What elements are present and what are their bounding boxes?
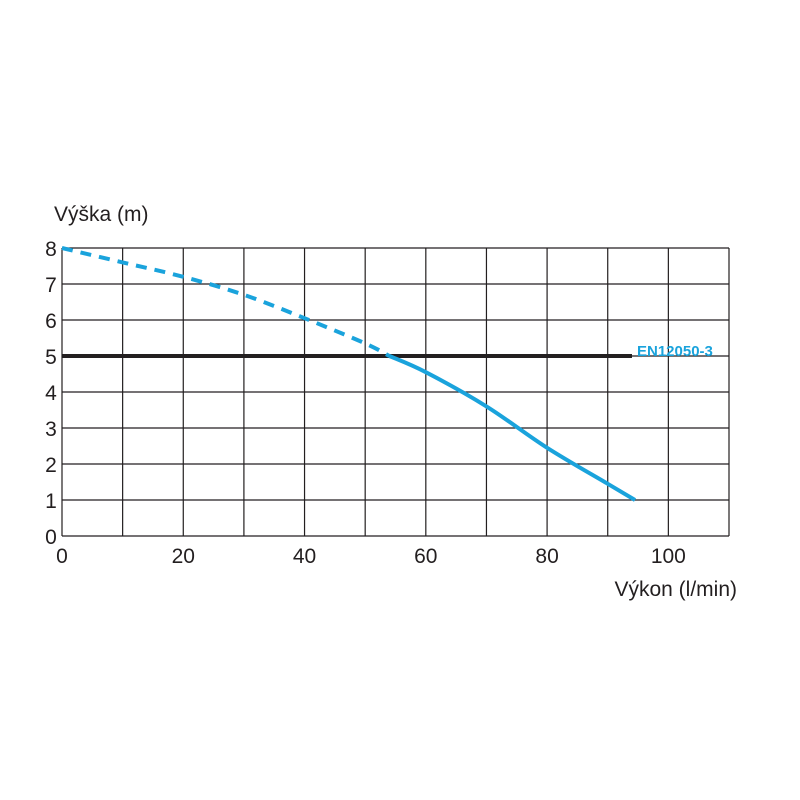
- x-tick-label: 100: [651, 545, 686, 568]
- y-tick-label: 8: [45, 238, 57, 261]
- y-tick-label: 3: [45, 418, 57, 441]
- y-tick-label: 4: [45, 382, 57, 405]
- x-axis-title: Výkon (l/min): [614, 578, 737, 601]
- x-tick-label: 20: [172, 545, 195, 568]
- x-tick-label: 40: [293, 545, 316, 568]
- reference-line-label: EN12050-3: [637, 343, 713, 360]
- grid: [61, 247, 730, 537]
- x-tick-label: 60: [414, 545, 437, 568]
- curve-group: [61, 246, 637, 502]
- y-tick-label: 1: [45, 490, 57, 513]
- y-tick-label: 2: [45, 454, 57, 477]
- y-tick-label: 5: [45, 346, 57, 369]
- y-axis-title: Výška (m): [54, 203, 149, 226]
- curve-solid-segment: [388, 354, 637, 502]
- labels-group: 0 20 40 60 80 100 0 1 2 3 4 5 6 7 8: [45, 238, 686, 568]
- y-tick-label: 7: [45, 274, 57, 297]
- y-tick-label: 6: [45, 310, 57, 333]
- x-tick-label: 80: [535, 545, 558, 568]
- y-tick-label: 0: [45, 526, 57, 549]
- x-tick-label: 0: [56, 545, 68, 568]
- curve-dashed-segment: [61, 246, 391, 358]
